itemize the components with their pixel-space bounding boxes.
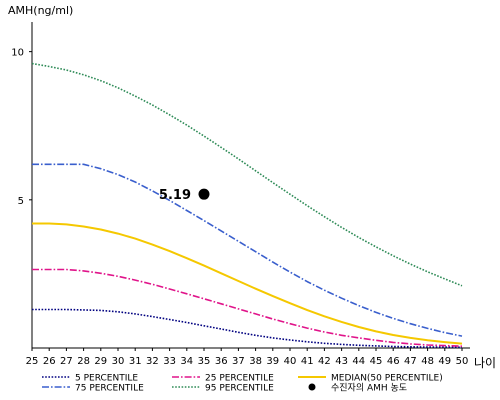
x-tick-label: 43 [335, 356, 348, 367]
legend: 5 PERCENTILE 25 PERCENTILE MEDIAN(50 PERCE… [42, 374, 443, 394]
x-tick-label: 39 [266, 356, 279, 367]
axis-ticks: 25 26 27 28 29 30 31 32 33 34 35 36 37 38 39 40 41 42 43 44… [11, 48, 468, 367]
legend-label: 5 PERCENTILE [75, 374, 138, 384]
x-tick-label: 49 [438, 356, 451, 367]
x-tick-label: 36 [215, 356, 228, 367]
x-tick-label: 42 [318, 356, 331, 367]
x-tick-label: 33 [163, 356, 176, 367]
series-line-25-percentile [32, 268, 463, 347]
x-tick-label: 28 [77, 356, 90, 367]
patient-amh-point [198, 188, 210, 200]
x-tick-label: 34 [180, 356, 193, 367]
series-line-5-percentile [32, 308, 463, 349]
series-line-median-50-percentile [32, 222, 463, 345]
x-tick-label: 27 [60, 356, 73, 367]
x-tick-label: 45 [370, 356, 383, 367]
x-tick-label: 38 [249, 356, 262, 367]
x-axis-title: 나이 [474, 356, 496, 370]
x-tick-label: 30 [112, 356, 125, 367]
x-tick-label: 29 [94, 356, 107, 367]
y-tick-label: 5 [18, 196, 24, 207]
x-tick-label: 48 [421, 356, 434, 367]
x-tick-label: 47 [404, 356, 417, 367]
x-tick-label: 26 [43, 356, 56, 367]
y-axis-title: AMH(ng/ml) [8, 4, 73, 17]
series-lines [31, 62, 463, 349]
x-tick-label: 50 [456, 356, 469, 367]
legend-label: MEDIAN(50 PERCENTILE) [331, 374, 443, 384]
legend-label: 95 PERCENTILE [205, 384, 274, 394]
x-tick-label: 40 [284, 356, 297, 367]
x-tick-label: 37 [232, 356, 245, 367]
x-tick-label: 32 [146, 356, 159, 367]
x-tick-label: 44 [352, 356, 365, 367]
x-tick-label: 46 [387, 356, 400, 367]
series-line-75-percentile [32, 163, 463, 337]
patient-amh-value-label: 5.19 [159, 188, 191, 203]
x-tick-label: 25 [26, 356, 39, 367]
legend-label: 75 PERCENTILE [75, 384, 144, 394]
marker-group: 5.19 [159, 188, 210, 203]
legend-marker-swatch [308, 383, 316, 391]
x-tick-label: 41 [301, 356, 314, 367]
y-tick-label: 10 [11, 48, 24, 59]
x-tick-label: 35 [198, 356, 211, 367]
legend-label: 25 PERCENTILE [205, 374, 274, 384]
x-tick-label: 31 [129, 356, 142, 367]
series-line-95-percentile [31, 62, 463, 287]
legend-label: 수진자의 AMH 농도 [331, 383, 407, 394]
